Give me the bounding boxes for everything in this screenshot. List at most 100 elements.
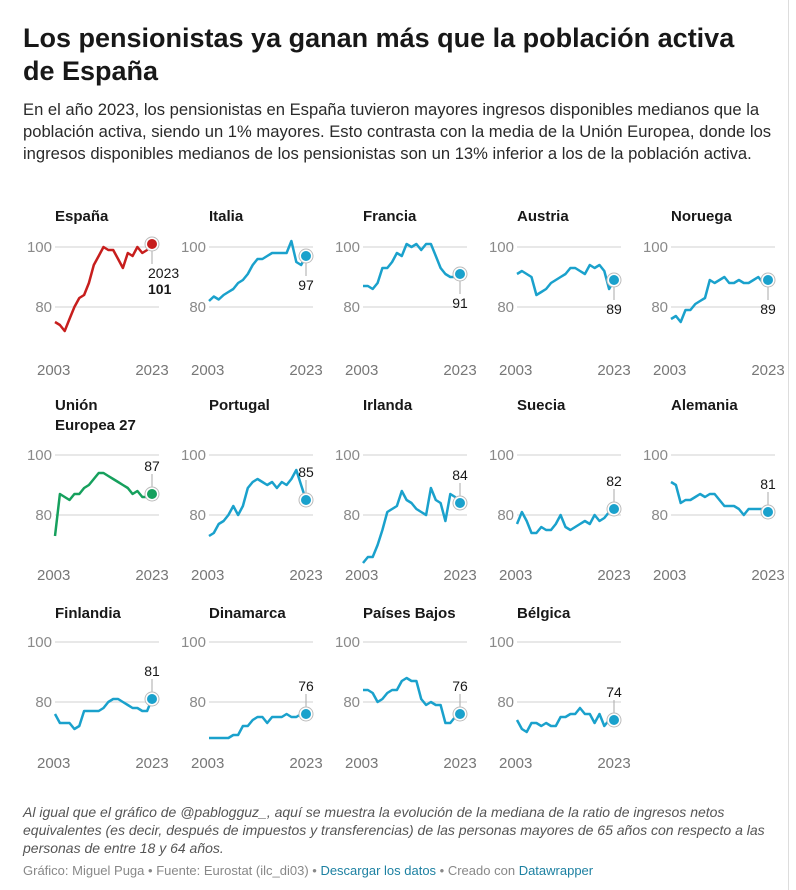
panel-países-bajos: Países Bajos 80 100 2003 2023 76	[335, 605, 477, 772]
panel-suecia: Suecia 80 100 2003 2023 82	[489, 397, 631, 584]
end-point-dot	[609, 504, 619, 514]
y-tick-label: 100	[489, 239, 514, 256]
separator: •	[144, 863, 157, 878]
end-value-label: 85	[298, 464, 314, 480]
end-point-dot	[455, 498, 465, 508]
y-tick-label: 80	[651, 299, 668, 316]
end-point-dot	[455, 269, 465, 279]
y-tick-label: 100	[489, 447, 514, 464]
panel-title: Irlanda	[363, 397, 413, 414]
panel-title: España	[55, 208, 109, 225]
end-point-dot	[147, 489, 157, 499]
y-tick-label: 80	[189, 299, 206, 316]
panel-title: Países Bajos	[363, 605, 456, 622]
y-tick-label: 100	[181, 634, 206, 651]
y-tick-label: 80	[35, 507, 52, 524]
end-point-dot	[301, 709, 311, 719]
end-point-dot	[301, 495, 311, 505]
y-tick-label: 100	[335, 634, 360, 651]
download-data-link[interactable]: Descargar los datos	[320, 863, 437, 878]
datawrapper-link[interactable]: Datawrapper	[518, 863, 594, 878]
x-tick-label: 2003	[37, 567, 70, 584]
x-tick-label: 2003	[37, 362, 70, 379]
panel-austria: Austria 80 100 2003 2023 89	[489, 208, 631, 379]
series-line	[53, 697, 154, 731]
y-tick-label: 80	[343, 299, 360, 316]
x-tick-label: 2023	[597, 362, 630, 379]
y-tick-label: 100	[27, 634, 52, 651]
end-point-dot	[147, 694, 157, 704]
y-tick-label: 80	[497, 507, 514, 524]
panel-alemania: Alemania 80 100 2003 2023 81	[643, 397, 785, 584]
panel-title: Alemania	[671, 397, 738, 414]
chart-title: Los pensionistas ya ganan más que la pob…	[23, 23, 735, 86]
y-tick-label: 80	[497, 694, 514, 711]
panel-dinamarca: Dinamarca 80 100 2003 2023 76	[181, 605, 323, 772]
x-tick-label: 2023	[751, 362, 784, 379]
separator: •	[436, 863, 448, 878]
x-tick-label: 2003	[653, 567, 686, 584]
series-line	[516, 263, 616, 297]
series-line	[515, 507, 615, 535]
panel-title: Noruega	[671, 208, 733, 225]
chart-notes: Al igual que el gráfico de @pablogguz_, …	[23, 804, 765, 856]
credit-text: Gráfico: Miguel Puga	[23, 863, 145, 878]
series-line	[54, 243, 153, 333]
x-tick-label: 2003	[653, 362, 686, 379]
panel-title: Italia	[209, 208, 244, 225]
x-tick-label: 2003	[345, 567, 378, 584]
x-tick-label: 2023	[443, 755, 476, 772]
series-line	[53, 471, 153, 537]
series-line	[208, 468, 308, 538]
panel-title: Unión	[55, 397, 98, 414]
end-value-label: 81	[144, 663, 160, 679]
series-line	[670, 480, 769, 517]
x-tick-label: 2023	[135, 755, 168, 772]
series-line	[670, 275, 769, 324]
x-tick-label: 2023	[135, 362, 168, 379]
y-tick-label: 100	[181, 447, 206, 464]
x-tick-label: 2003	[191, 567, 224, 584]
y-tick-label: 80	[497, 299, 514, 316]
end-value-label: 89	[606, 301, 622, 317]
x-tick-label: 2003	[345, 755, 378, 772]
created-with-text: Creado con	[447, 863, 516, 878]
end-value-label: 84	[452, 467, 468, 483]
y-tick-label: 100	[489, 634, 514, 651]
x-tick-label: 2023	[443, 567, 476, 584]
end-value-label: 76	[298, 678, 314, 694]
panel-finlandia: Finlandia 80 100 2003 2023 81	[27, 605, 169, 772]
panel-italia: Italia 80 100 2003 2023 97	[181, 208, 323, 379]
y-tick-label: 80	[189, 507, 206, 524]
x-tick-label: 2023	[135, 567, 168, 584]
panel-bélgica: Bélgica 80 100 2003 2023 74	[489, 605, 631, 772]
y-tick-label: 100	[27, 447, 52, 464]
panel-irlanda: Irlanda 80 100 2003 2023 84	[335, 397, 477, 584]
end-point-dot	[763, 507, 773, 517]
series-line	[208, 239, 308, 302]
y-tick-label: 80	[343, 694, 360, 711]
end-value-label: 81	[760, 476, 776, 492]
x-tick-label: 2023	[597, 567, 630, 584]
panel-title: Finlandia	[55, 605, 121, 622]
end-point-dot	[455, 709, 465, 719]
y-tick-label: 100	[181, 239, 206, 256]
end-value-label: 87	[144, 458, 160, 474]
end-value-label: 82	[606, 473, 622, 489]
series-line	[363, 676, 461, 725]
y-tick-label: 100	[335, 447, 360, 464]
end-point-dot	[147, 239, 157, 249]
x-tick-label: 2003	[499, 567, 532, 584]
panel-title: Bélgica	[517, 605, 571, 622]
y-tick-label: 100	[335, 239, 360, 256]
x-tick-label: 2023	[289, 755, 322, 772]
x-tick-label: 2003	[191, 362, 224, 379]
panel-title: Portugal	[209, 397, 270, 414]
x-tick-label: 2003	[191, 755, 224, 772]
end-point-dot	[763, 275, 773, 285]
y-tick-label: 100	[643, 447, 668, 464]
x-tick-label: 2003	[499, 755, 532, 772]
x-tick-label: 2003	[37, 755, 70, 772]
